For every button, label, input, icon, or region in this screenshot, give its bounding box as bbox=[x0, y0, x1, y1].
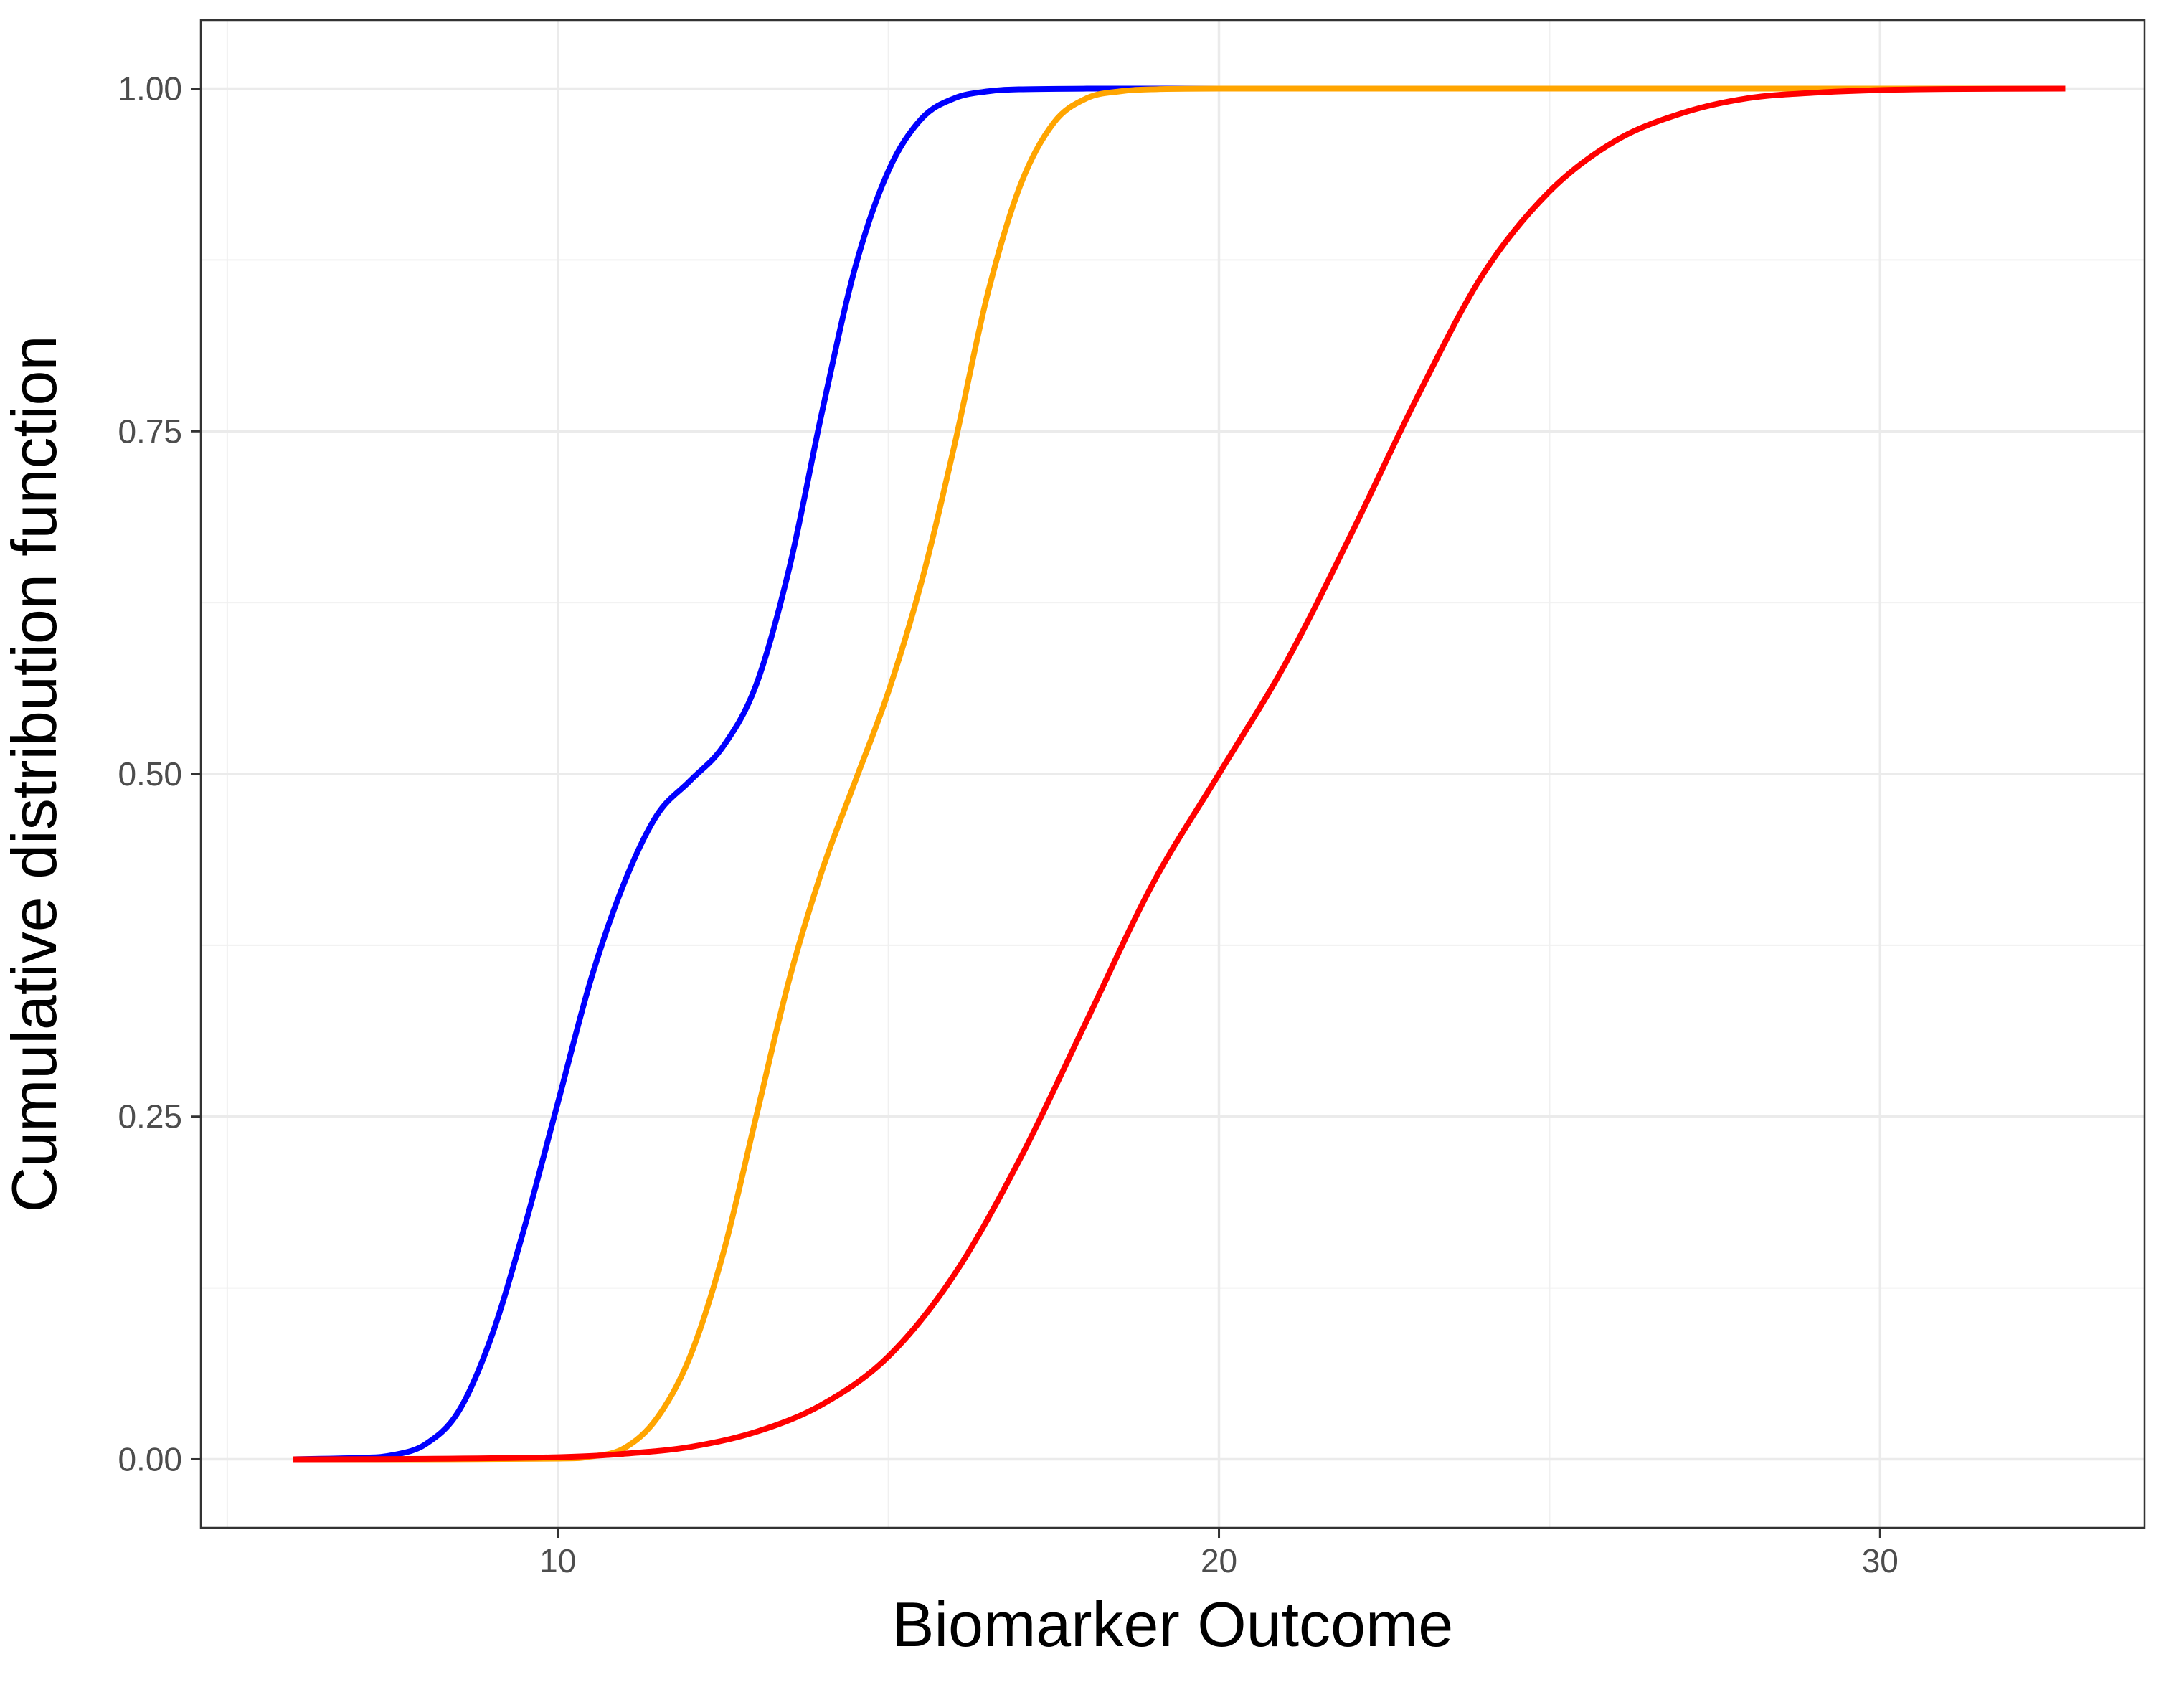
y-tick-label: 1.00 bbox=[118, 70, 182, 108]
cdf-series-line-2 bbox=[293, 85, 2066, 1463]
y-tick-label: 0.25 bbox=[118, 1098, 182, 1135]
y-tick-label: 0.75 bbox=[118, 412, 182, 450]
axes: 10 20 30 0.00 0.25 0.50 0.75 1.00 bbox=[118, 70, 1898, 1579]
x-tick-label: 30 bbox=[1862, 1542, 1899, 1579]
cdf-series-line-3 bbox=[293, 85, 2066, 1463]
y-tick-label: 0.00 bbox=[118, 1440, 182, 1478]
series-lines bbox=[293, 85, 2066, 1463]
x-axis-title: Biomarker Outcome bbox=[892, 1589, 1453, 1660]
x-tick-label: 10 bbox=[539, 1542, 576, 1579]
x-tick-label: 20 bbox=[1201, 1542, 1237, 1579]
y-axis-title: Cumulative distribution function bbox=[0, 336, 70, 1213]
y-tick-label: 0.50 bbox=[118, 755, 182, 793]
